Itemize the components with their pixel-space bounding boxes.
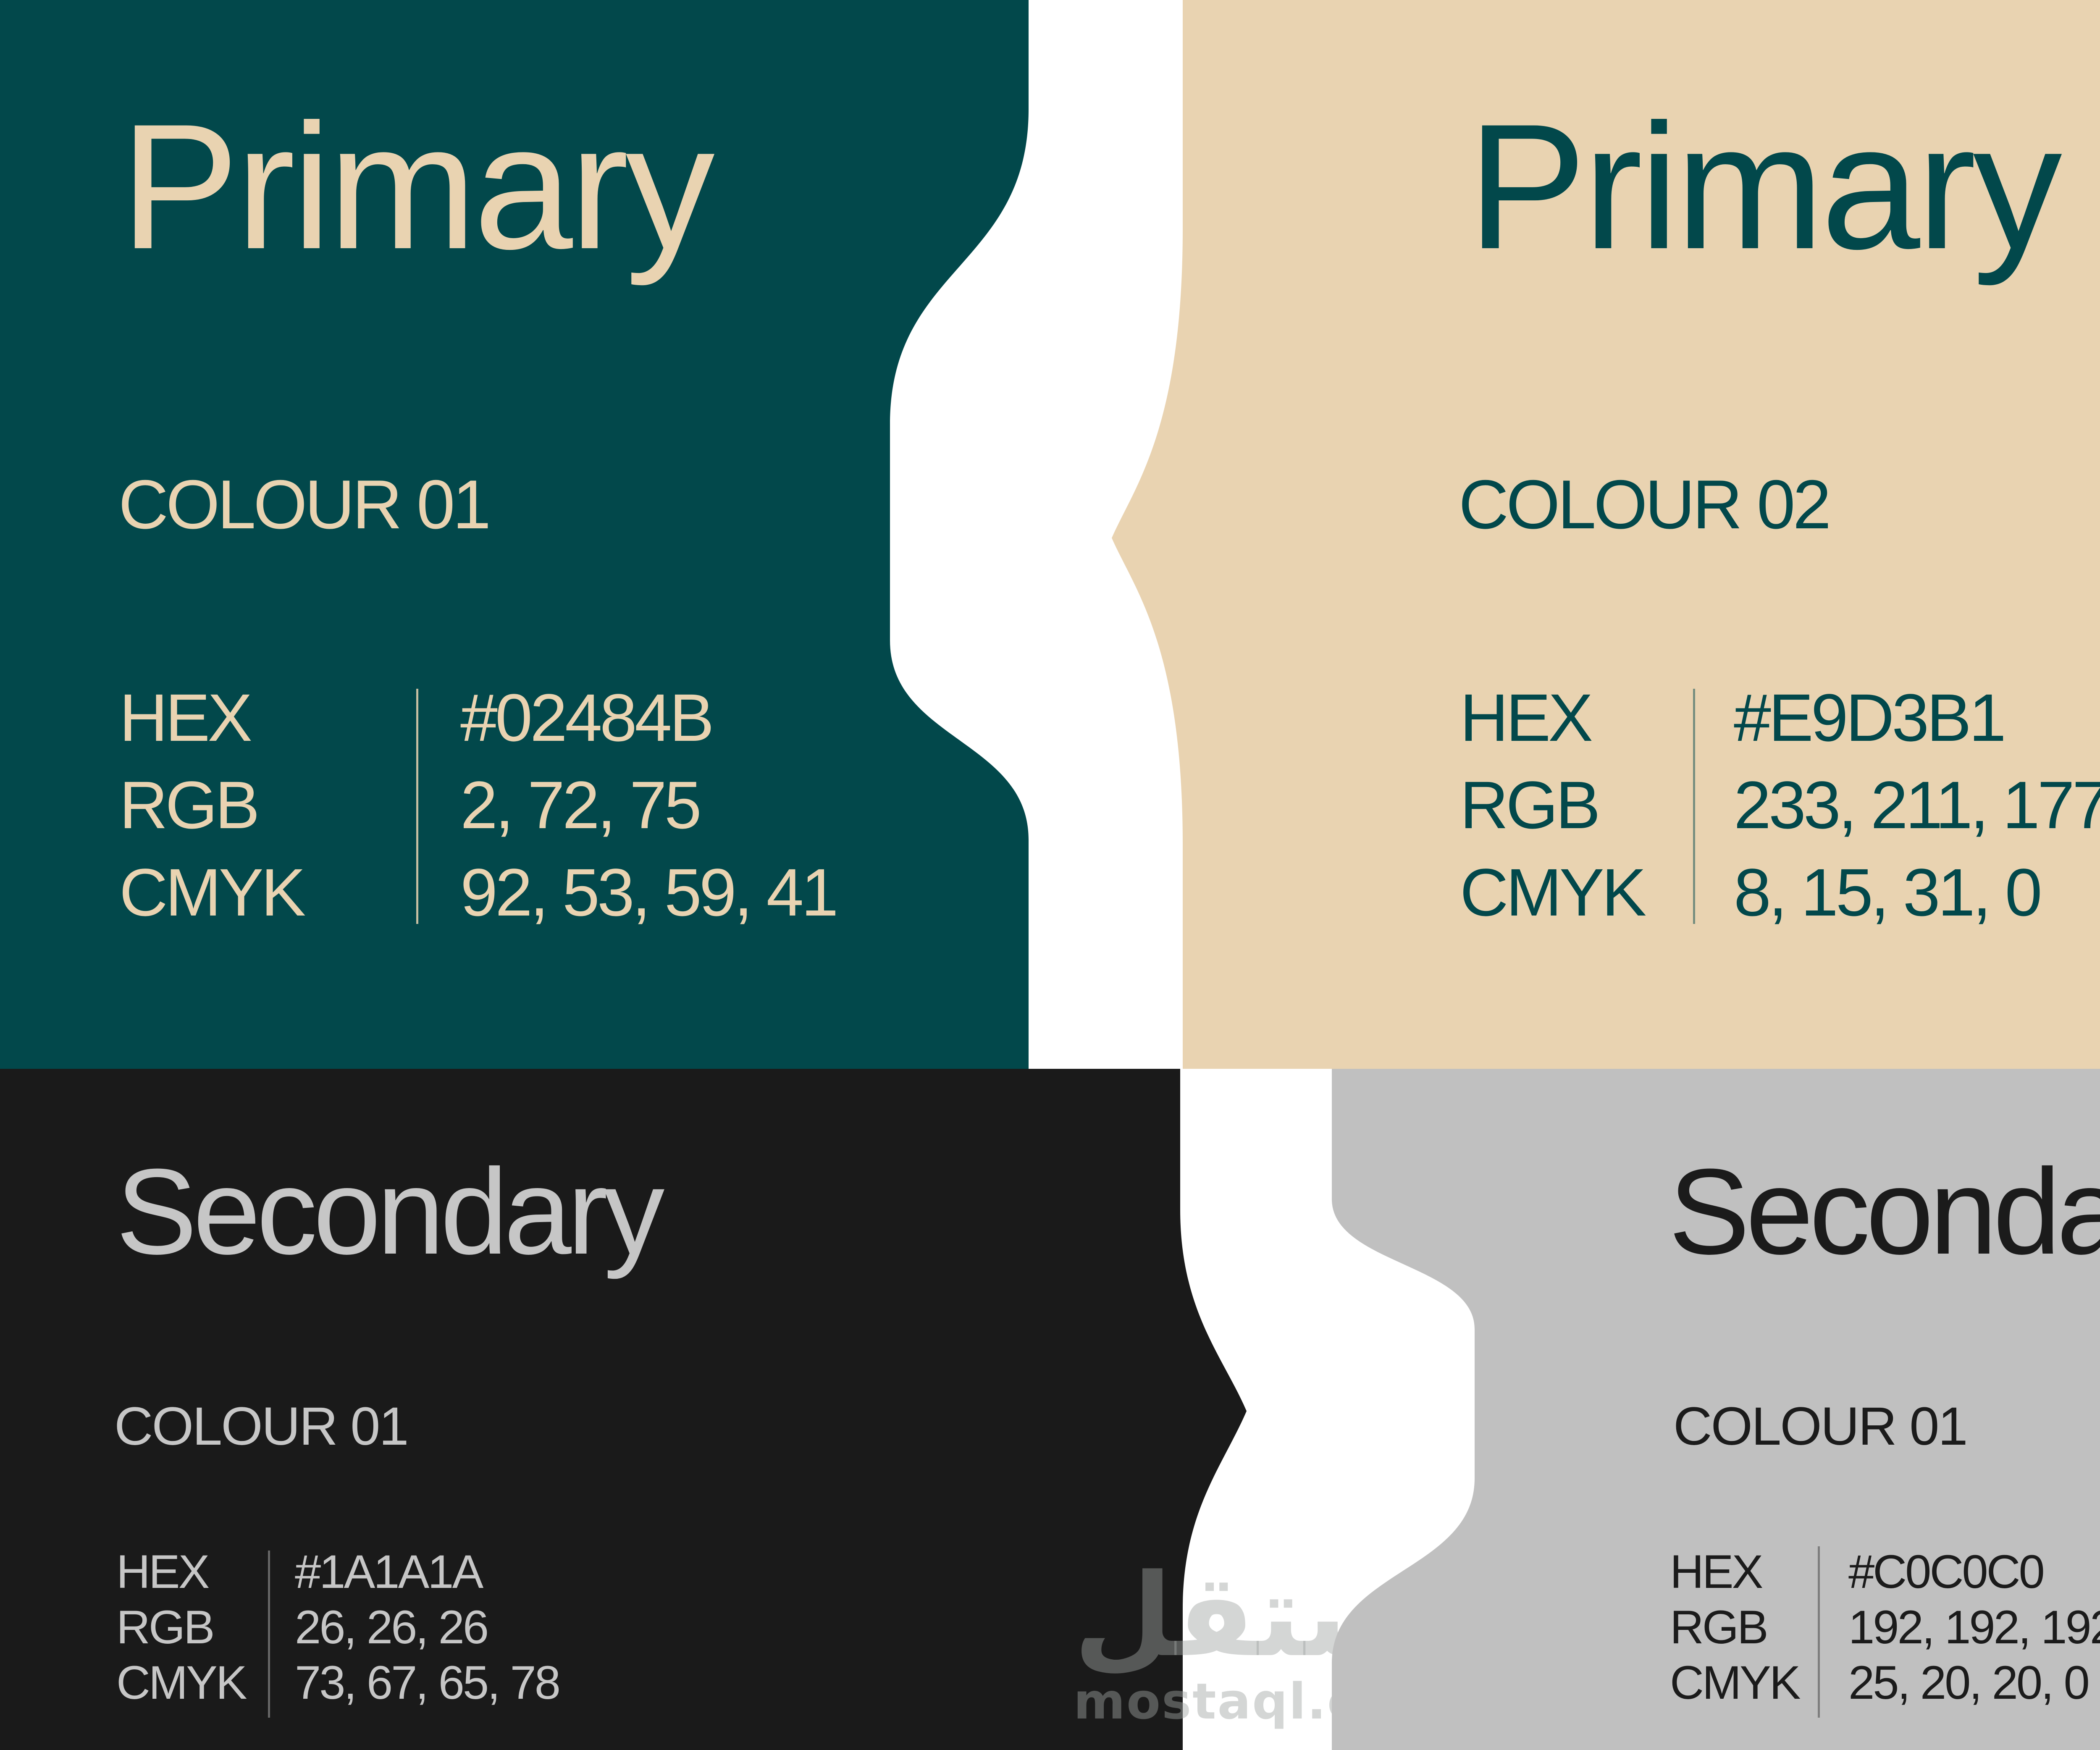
quadrant2-table-divider-line [1693,689,1695,924]
quadrant1-hex-label: HEX [119,680,252,755]
panel-secondary-colour-01-gray [1332,1069,2100,1750]
quadrant4-hex-label: HEX [1670,1545,1763,1598]
quadrant4-subtitle: COLOUR 01 [1673,1396,1968,1456]
quadrant3-cmyk-value: 73, 67, 65, 78 [295,1656,561,1709]
quadrant1-rgb-value: 2, 72, 75 [460,767,702,842]
quadrant3-hex-label: HEX [116,1545,210,1598]
quadrant3-subtitle: COLOUR 01 [114,1396,409,1456]
quadrant2-title: Primary [1467,87,2062,286]
quadrant3-rgb-value: 26, 26, 26 [295,1601,489,1653]
quadrant2-cmyk-label: CMYK [1460,855,1646,930]
quadrant4-rgb-label: RGB [1670,1601,1769,1653]
quadrant4-cmyk-label: CMYK [1670,1656,1801,1709]
quadrant4-title: Secondary [1669,1144,2100,1280]
quadrant4-rgb-value: 192, 192, 192 [1848,1601,2100,1653]
quadrant2-rgb-label: RGB [1460,767,1601,842]
quadrant2-hex-label: HEX [1460,680,1593,755]
quadrant1-hex-value: #02484B [460,680,714,755]
quadrant3-rgb-label: RGB [116,1601,215,1653]
quadrant1-subtitle: COLOUR 01 [118,466,491,543]
quadrant1-cmyk-value: 92, 53, 59, 41 [460,855,839,930]
quadrant1-rgb-label: RGB [119,767,260,842]
quadrant1-cmyk-label: CMYK [119,855,306,930]
quadrant4-cmyk-value: 25, 20, 20, 0 [1848,1656,2090,1709]
quadrant2-subtitle: COLOUR 02 [1459,466,1831,543]
quadrant3-table-divider-line [268,1551,270,1718]
quadrant3-title: Secondary [116,1144,664,1280]
quadrant4-table-divider-line [1818,1546,1820,1718]
quadrant2-hex-value: #E9D3B1 [1734,680,2006,755]
panel-primary-colour-02 [1112,0,2100,1069]
quadrant1-table-divider-line [416,689,418,924]
quadrant1-title: Primary [120,87,715,286]
quadrant2-rgb-value: 233, 211, 177 [1734,767,2100,842]
panel-primary-colour-01 [0,0,1029,1069]
quadrant2-cmyk-value: 8, 15, 31, 0 [1734,855,2042,930]
panel-secondary-colour-01-dark [0,1069,1247,1750]
quadrant3-cmyk-label: CMYK [116,1656,247,1709]
quadrant3-hex-value: #1A1A1A [295,1545,483,1598]
quadrant4-hex-value: #C0C0C0 [1848,1545,2045,1598]
